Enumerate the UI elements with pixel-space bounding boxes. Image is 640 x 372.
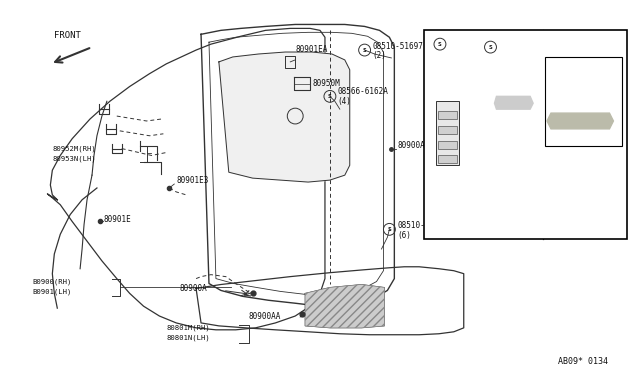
Polygon shape [547, 113, 613, 129]
Bar [438, 111, 457, 119]
Text: 08510-51697: 08510-51697 [450, 37, 498, 43]
Text: 80961: 80961 [500, 85, 524, 94]
Text: 80900AB: 80900AB [397, 141, 429, 150]
Text: FRONT: FRONT [54, 31, 81, 40]
Text: 08510-51697: 08510-51697 [372, 42, 424, 51]
Text: 80900AA: 80900AA [248, 311, 281, 321]
Polygon shape [305, 285, 385, 328]
Bar [438, 126, 457, 134]
Text: S: S [488, 45, 492, 49]
Text: 08566-6162A: 08566-6162A [338, 87, 388, 96]
Text: S: S [328, 94, 332, 99]
Text: S: S [438, 42, 442, 46]
Bar [438, 155, 457, 163]
Text: S: S [363, 48, 367, 52]
Text: 80960: 80960 [556, 55, 579, 64]
Bar [424, 31, 627, 239]
Text: (2): (2) [450, 47, 463, 53]
Text: 80801N(LH): 80801N(LH) [166, 334, 210, 341]
Bar [545, 57, 622, 145]
Text: AB09* 0134: AB09* 0134 [558, 357, 608, 366]
Text: 80953N(LH): 80953N(LH) [52, 155, 96, 162]
Text: 80900A: 80900A [179, 284, 207, 293]
Text: 80901EA: 80901EA [295, 45, 328, 54]
Text: 08510-51697: 08510-51697 [397, 221, 448, 230]
Bar [438, 141, 457, 148]
Text: 80901E3: 80901E3 [176, 176, 209, 185]
Polygon shape [201, 25, 394, 306]
Bar [436, 101, 459, 165]
Polygon shape [219, 52, 349, 182]
Text: (2): (2) [372, 51, 387, 61]
Text: 80950M: 80950M [312, 79, 340, 88]
Polygon shape [495, 96, 533, 109]
Text: FOR POWER WINDOW: FOR POWER WINDOW [429, 35, 509, 44]
Text: S: S [387, 227, 391, 232]
Text: B0900(RH): B0900(RH) [33, 278, 72, 285]
Polygon shape [431, 52, 461, 227]
Text: (6): (6) [397, 231, 411, 240]
Text: 80952M(RH): 80952M(RH) [52, 145, 96, 152]
Text: B0901(LH): B0901(LH) [33, 288, 72, 295]
Text: 80801M(RH): 80801M(RH) [166, 325, 210, 331]
Polygon shape [196, 267, 464, 335]
Text: (4): (4) [338, 97, 352, 106]
Text: 80901E: 80901E [104, 215, 132, 224]
